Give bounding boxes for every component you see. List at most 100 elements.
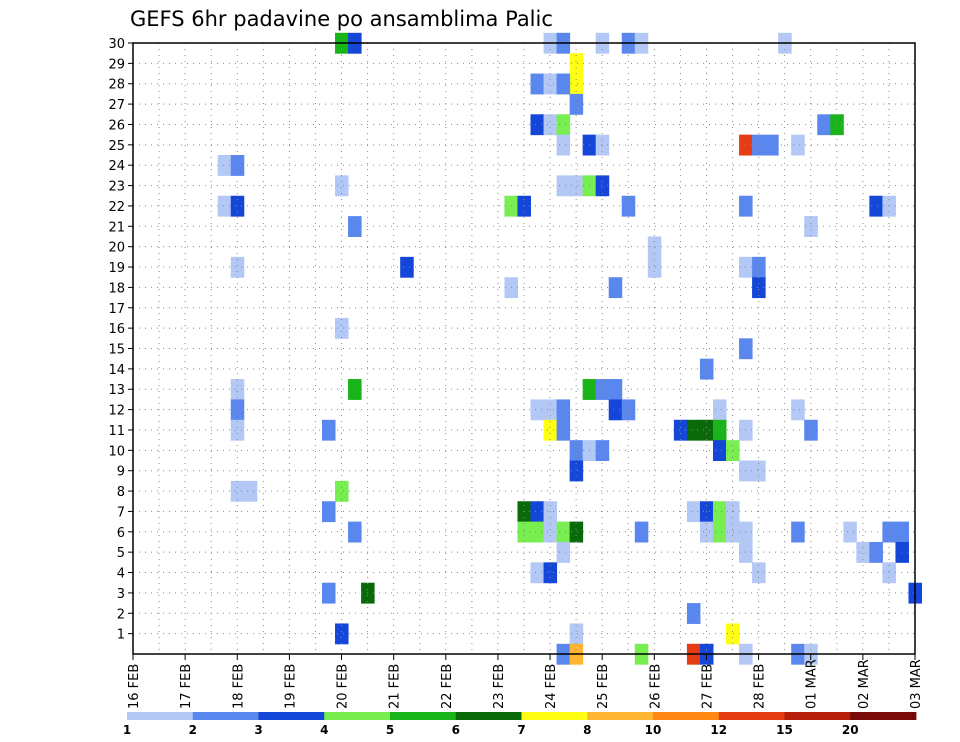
heatmap-cell — [752, 256, 766, 278]
y-tick-label: 5 — [117, 546, 125, 561]
legend-swatch — [653, 712, 720, 720]
heatmap-cell — [699, 521, 714, 543]
x-tick-label: 20 FEB — [336, 664, 351, 709]
y-tick-label: 2 — [117, 607, 125, 622]
heatmap-cell — [608, 399, 623, 421]
y-tick-label: 16 — [108, 322, 125, 337]
plot-frame — [132, 42, 916, 655]
heatmap-cell — [543, 73, 558, 95]
heatmap-cell — [556, 175, 571, 197]
heatmap-cell — [726, 623, 740, 645]
heatmap-cell — [712, 501, 727, 523]
heatmap-cell — [647, 256, 662, 278]
heatmap-cell — [530, 114, 545, 136]
heatmap-cell — [230, 379, 245, 400]
heatmap-cell — [217, 195, 232, 217]
legend-label: 12 — [710, 723, 727, 737]
heatmap-cell — [608, 277, 623, 299]
heatmap-cell — [556, 73, 571, 95]
legend-label: 8 — [583, 723, 591, 737]
legend-label: 3 — [254, 723, 262, 737]
heatmap-cell — [556, 541, 571, 563]
heatmap-cell — [335, 623, 349, 645]
heatmap-cell — [830, 114, 844, 136]
heatmap-cell — [230, 419, 245, 441]
heatmap-cell — [517, 521, 532, 543]
legend-swatch — [390, 712, 457, 720]
x-axis: 16 FEB 17 FEB 18 FEB 19 FEB 20 FEB 21 FEB 22 F… — [127, 654, 924, 709]
heatmap-cell — [321, 501, 336, 523]
color-legend: 1 2 3 4 5 6 7 8 10 12 15 20 — [123, 712, 917, 737]
heatmap-cell — [569, 460, 584, 482]
heatmap-cell — [569, 73, 584, 95]
y-tick-label: 14 — [108, 363, 125, 378]
heatmap-cell — [752, 562, 766, 584]
y-tick-label: 13 — [108, 383, 125, 398]
heatmap-cell — [556, 419, 571, 441]
x-tick-label: 01 MAR — [805, 659, 820, 709]
heatmap-cell — [752, 277, 766, 299]
y-tick-label: 6 — [117, 526, 125, 541]
heatmap-cell — [686, 501, 701, 523]
heatmap-cell — [634, 521, 649, 543]
legend-swatch — [521, 712, 588, 720]
legend-label: 6 — [452, 723, 460, 737]
y-tick-label: 28 — [108, 78, 125, 93]
y-axis: 1234567891011121314151617181920212223242… — [108, 37, 133, 643]
heatmap-cell — [543, 114, 558, 136]
heatmap-cell — [817, 114, 831, 136]
legend-label: 7 — [517, 723, 525, 737]
heatmap-cell — [569, 521, 584, 543]
y-tick-label: 9 — [117, 465, 125, 480]
legend-swatch — [455, 712, 522, 720]
heatmap-cells — [217, 32, 923, 665]
legend-label: 1 — [123, 723, 131, 737]
legend-label: 2 — [189, 723, 197, 737]
legend-label: 20 — [842, 723, 859, 737]
x-tick-label: 23 FEB — [492, 664, 507, 709]
heatmap-cell — [556, 521, 571, 543]
heatmap-cell — [569, 623, 584, 645]
heatmap-cell — [595, 379, 610, 400]
y-tick-label: 11 — [108, 424, 125, 439]
y-tick-label: 27 — [108, 98, 125, 113]
y-tick-label: 12 — [108, 404, 125, 419]
y-tick-label: 7 — [117, 505, 125, 520]
heatmap-cell — [230, 195, 245, 217]
heatmap-cell — [569, 53, 584, 75]
heatmap-cell — [517, 195, 532, 217]
x-tick-label: 27 FEB — [700, 664, 715, 709]
legend-swatch — [324, 712, 391, 720]
x-tick-label: 16 FEB — [127, 664, 142, 709]
heatmap-cell — [804, 216, 818, 237]
heatmap-cell — [569, 93, 584, 115]
heatmap-cell — [621, 195, 636, 217]
heatmap-cell — [686, 419, 701, 441]
heatmap-cell — [856, 541, 870, 563]
heatmap-cell — [543, 419, 558, 441]
heatmap-cell — [530, 73, 545, 95]
heatmap-cell — [321, 419, 336, 441]
y-tick-label: 3 — [117, 587, 125, 602]
heatmap-cell — [712, 419, 727, 441]
heatmap-cell — [556, 134, 571, 156]
y-tick-label: 26 — [108, 118, 125, 133]
y-tick-label: 25 — [108, 139, 125, 154]
x-tick-label: 25 FEB — [596, 664, 611, 709]
y-tick-label: 18 — [108, 281, 125, 296]
heatmap-cell — [686, 603, 701, 624]
heatmap-cell — [335, 175, 349, 197]
heatmap-cell — [699, 419, 714, 441]
heatmap-cell — [726, 440, 740, 462]
heatmap-cell — [895, 541, 909, 563]
x-tick-label: 18 FEB — [231, 664, 246, 709]
heatmap-cell — [348, 216, 362, 237]
heatmap-cell — [556, 114, 571, 136]
x-tick-label: 26 FEB — [648, 664, 663, 709]
y-tick-label: 10 — [108, 444, 125, 459]
heatmap-cell — [752, 460, 766, 482]
heatmap-cell — [530, 562, 545, 584]
heatmap-cell — [348, 379, 362, 400]
y-tick-label: 4 — [117, 567, 125, 582]
heatmap-cell — [335, 480, 349, 502]
